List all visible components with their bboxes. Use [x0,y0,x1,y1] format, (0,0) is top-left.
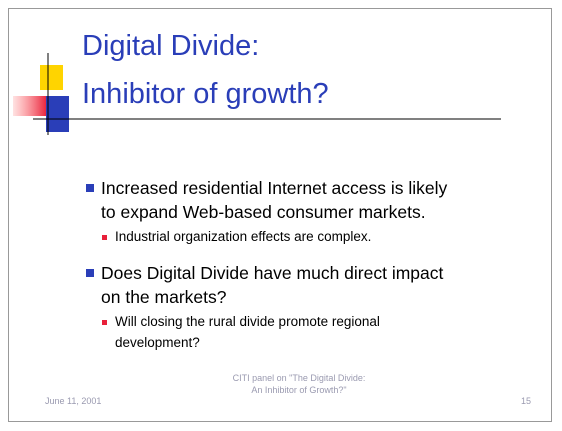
slide: Digital Divide: Inhibitor of growth? Incre… [8,8,552,422]
decoration [13,53,501,135]
red-bar [13,96,47,116]
footer-page: 15 [521,396,532,406]
yellow-square [40,65,63,90]
sub-bullet-text: development? [115,335,200,350]
bullet-text: Does Digital Divide have much direct imp… [101,263,444,283]
bullet-text: to expand Web-based consumer markets. [101,202,426,222]
bullet-marker [86,184,94,192]
title-line: Inhibitor of growth? [82,78,329,110]
footer-date: June 11, 2001 [45,396,102,406]
bullet-text: Increased residential Internet access is… [101,178,448,198]
sub-bullet-text: Will closing the rural divide promote re… [115,314,380,329]
footer-center: CITI panel on "The Digital Divide: [232,373,366,383]
bullet-text: on the markets? [101,287,227,307]
bullet-marker [86,269,94,277]
sub-bullet-marker [102,235,107,240]
sub-bullet-text: Industrial organization effects are comp… [115,229,372,244]
title-line: Digital Divide: [82,30,260,62]
footer-center: An Inhibitor of Growth?" [251,385,347,395]
blue-square [46,96,69,132]
sub-bullet-marker [102,320,107,325]
